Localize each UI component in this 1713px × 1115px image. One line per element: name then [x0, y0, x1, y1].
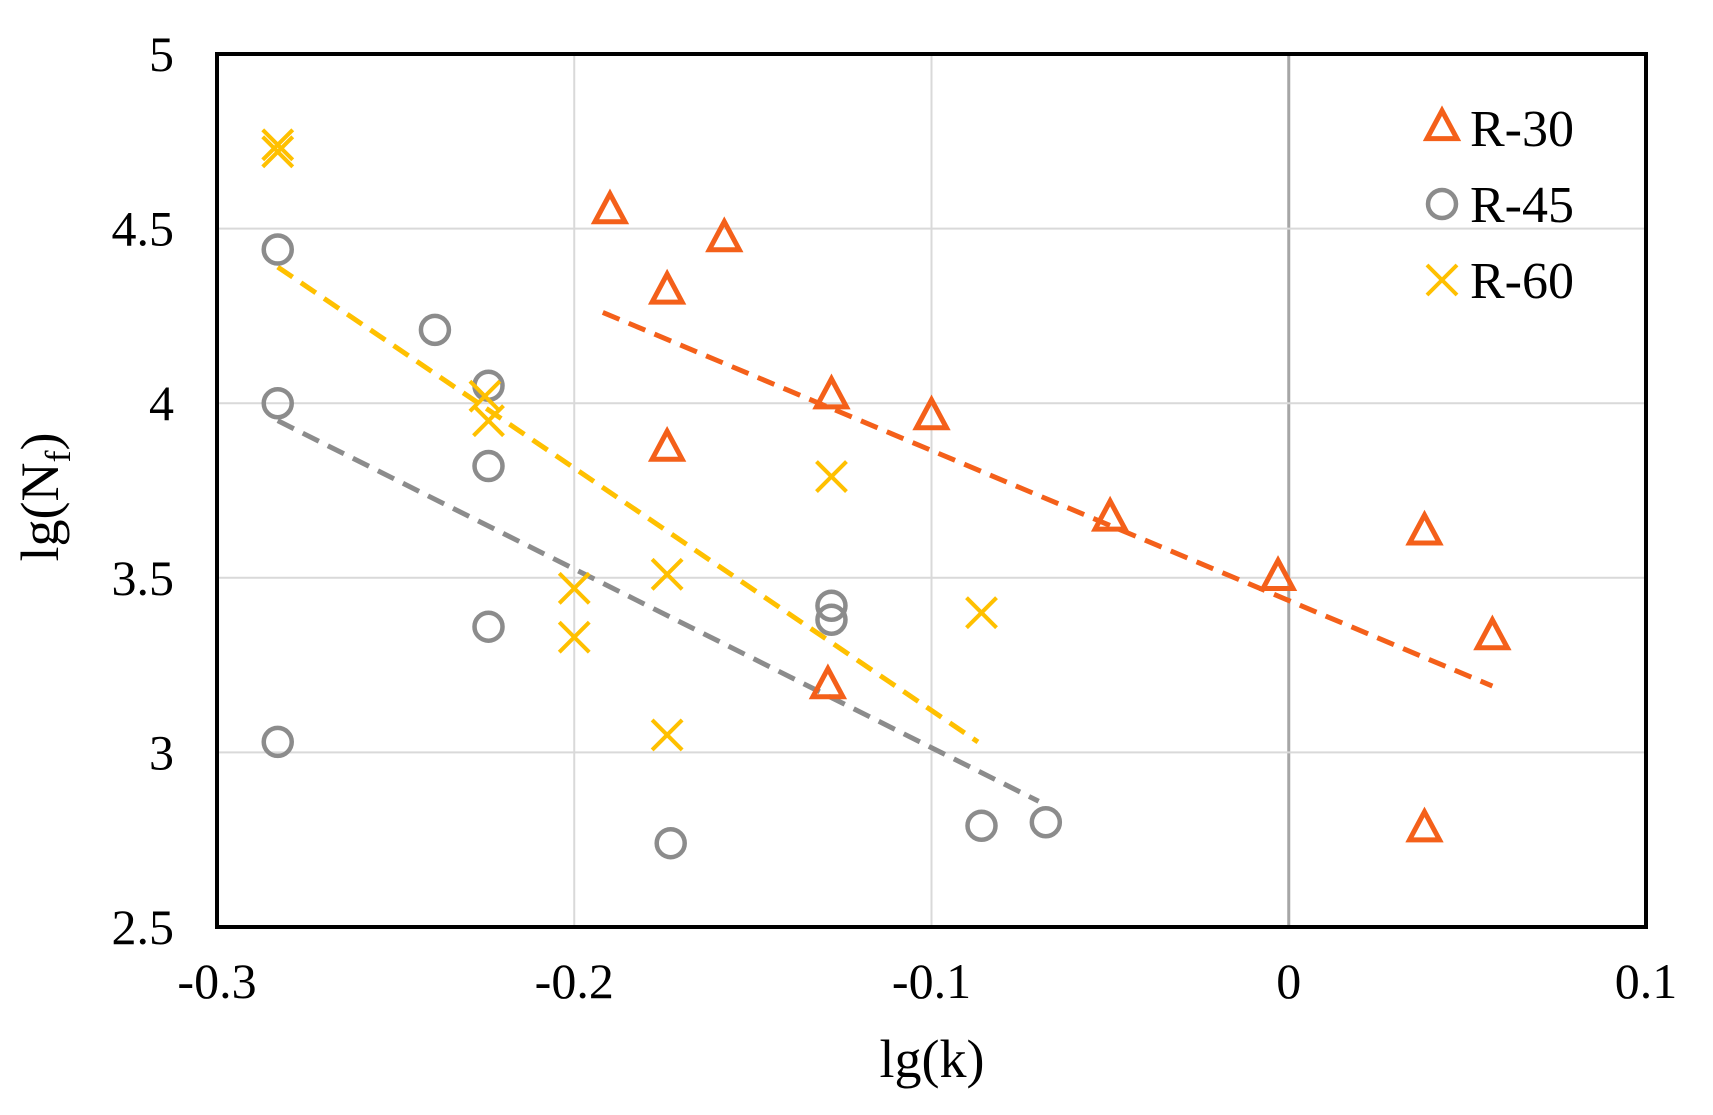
point-r-60: [261, 128, 295, 162]
y-tick-label: 3.5: [112, 550, 175, 606]
point-r-60: [650, 557, 684, 591]
plot-frame: [215, 52, 1648, 929]
legend-marker-r-60: [1425, 263, 1459, 297]
x-tick-label: 0: [1276, 953, 1301, 1009]
point-r-30: [1405, 509, 1444, 546]
y-tick-label: 4.5: [112, 201, 175, 257]
point-r-30: [647, 268, 687, 305]
y-axis-title-subscript: f: [38, 451, 78, 463]
point-r-45: [815, 589, 848, 622]
trendline-r-45: [276, 418, 1040, 804]
point-r-60: [472, 404, 505, 438]
point-r-30: [1405, 806, 1444, 843]
point-r-45: [261, 386, 294, 420]
point-r-60: [557, 571, 591, 605]
y-tick-label: 3: [149, 724, 174, 780]
trendline-r-60: [276, 264, 980, 744]
y-tick-label: 5: [149, 26, 174, 82]
point-r-30: [808, 663, 848, 700]
x-tick-label: -0.1: [892, 953, 971, 1009]
svg-text:lg(Nf): lg(Nf): [10, 433, 78, 562]
legend: R-30 R-45 R-60: [1422, 101, 1574, 310]
legend-marker-r-45: [1425, 187, 1459, 221]
y-tick-label: 4: [149, 375, 174, 431]
point-r-45: [472, 610, 505, 643]
point-r-60: [650, 718, 684, 752]
point-r-30: [590, 188, 630, 225]
x-axis-title: lg(k): [880, 1029, 985, 1089]
point-r-60: [815, 460, 848, 493]
point-r-60: [557, 620, 591, 654]
point-r-45: [815, 603, 848, 636]
point-r-60: [261, 135, 295, 169]
point-r-45: [261, 725, 294, 759]
point-r-45: [965, 809, 998, 842]
point-r-30: [647, 425, 687, 462]
point-r-45: [654, 826, 687, 860]
point-r-45: [1029, 805, 1063, 839]
point-r-30: [912, 394, 951, 431]
trendline-r-30: [601, 310, 1494, 689]
point-r-30: [812, 373, 851, 410]
legend-label-r-30: R-30: [1470, 101, 1574, 158]
x-tick-label: -0.2: [535, 953, 614, 1009]
y-tick-label: 2.5: [112, 899, 175, 955]
legend-label-r-60: R-60: [1470, 253, 1574, 310]
point-r-30: [1258, 555, 1298, 591]
point-r-60: [965, 596, 998, 630]
x-tick-label: -0.3: [177, 953, 256, 1009]
point-r-45: [261, 233, 294, 266]
trendlines: [276, 264, 1494, 804]
grid: [216, 53, 1647, 928]
point-r-45: [472, 449, 505, 483]
point-r-30: [1090, 495, 1130, 532]
data-points: [261, 128, 1512, 860]
legend-label-r-45: R-45: [1470, 177, 1574, 234]
point-r-30: [1473, 614, 1512, 651]
point-r-30: [705, 216, 744, 253]
y-axis-title: lg(Nf): [10, 433, 78, 562]
legend-marker-r-30: [1422, 105, 1462, 142]
point-r-45: [418, 313, 452, 347]
tick-labels: -0.3 -0.2 -0.1 0 0.1 2.5 3 3.5 4 4.5 5: [112, 26, 1678, 1009]
point-r-45: [472, 369, 505, 402]
x-tick-label: 0.1: [1615, 953, 1678, 1009]
